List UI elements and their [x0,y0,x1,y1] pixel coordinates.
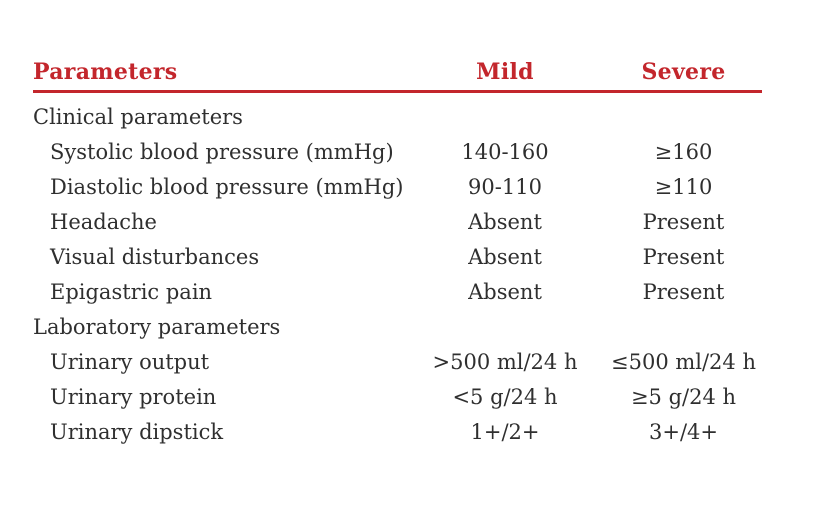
section-label: Laboratory parameters [33,315,281,340]
severe-value: 3+/4+ [649,420,718,445]
section-row: Clinical parameters [33,92,762,136]
parameter-label: Headache [50,210,157,235]
severe-value: ≥160 [654,140,713,165]
table-row: Urinary output >500 ml/24 h ≤500 ml/24 h [33,345,762,380]
table-row: Headache Absent Present [33,205,762,240]
severe-value: Present [642,280,725,305]
severe-value: ≥110 [654,175,713,200]
table-row: Epigastric pain Absent Present [33,275,762,310]
parameter-label: Urinary dipstick [50,420,224,445]
severe-value: ≥5 g/24 h [630,385,737,410]
severe-value: ≤500 ml/24 h [611,350,756,375]
parameter-label: Diastolic blood pressure (mmHg) [50,175,404,200]
parameter-label: Visual disturbances [50,245,260,270]
section-label: Clinical parameters [33,105,243,130]
parameter-label: Urinary protein [50,385,217,410]
mild-value: Absent [468,210,542,235]
mild-value: <5 g/24 h [452,385,558,410]
table-body: Clinical parameters Systolic blood pressu… [33,92,762,451]
column-header-parameters: Parameters [33,59,425,94]
mild-value: 140-160 [461,140,549,165]
parameters-table: Parameters Mild Severe Clinical paramete… [33,59,762,451]
mild-value: 90-110 [468,175,542,200]
parameter-label: Epigastric pain [50,280,213,305]
table-row: Urinary protein <5 g/24 h ≥5 g/24 h [33,380,762,415]
table-row: Systolic blood pressure (mmHg) 140-160 ≥16… [33,135,762,170]
table-header-row: Parameters Mild Severe [33,59,762,94]
column-header-mild: Mild [425,59,585,94]
section-row: Laboratory parameters [33,310,762,345]
parameter-label: Urinary output [50,350,210,375]
parameter-label: Systolic blood pressure (mmHg) [50,140,394,165]
severe-value [585,92,762,136]
mild-value [425,310,585,345]
column-header-severe: Severe [585,59,762,94]
mild-value: >500 ml/24 h [432,350,578,375]
mild-value [425,92,585,136]
table-row: Visual disturbances Absent Present [33,240,762,275]
severe-value: Present [642,245,725,270]
severe-value [585,310,762,345]
mild-value: Absent [468,280,542,305]
severe-value: Present [642,210,725,235]
mild-value: Absent [468,245,542,270]
mild-value: 1+/2+ [470,420,540,445]
table-row: Diastolic blood pressure (mmHg) 90-110 ≥11… [33,170,762,205]
table-row: Urinary dipstick 1+/2+ 3+/4+ [33,415,762,450]
